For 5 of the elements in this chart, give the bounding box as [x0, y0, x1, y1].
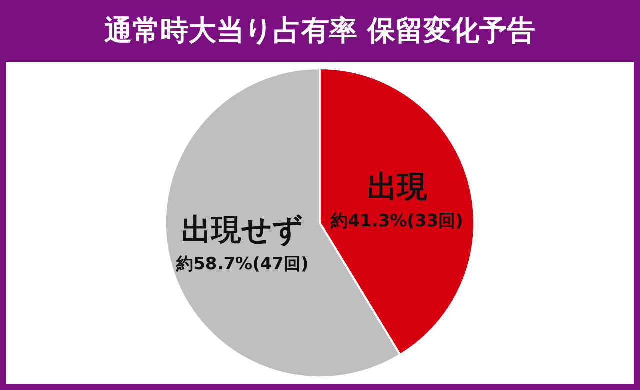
slice-label: 出現せず [182, 213, 304, 248]
slice-label: 出現 [367, 170, 428, 205]
chart-title: 通常時大当り占有率 保留変化予告 [104, 13, 536, 49]
data-label: 約58.7%(47回) [176, 254, 309, 275]
data-label: 約41.3%(33回) [330, 211, 464, 232]
